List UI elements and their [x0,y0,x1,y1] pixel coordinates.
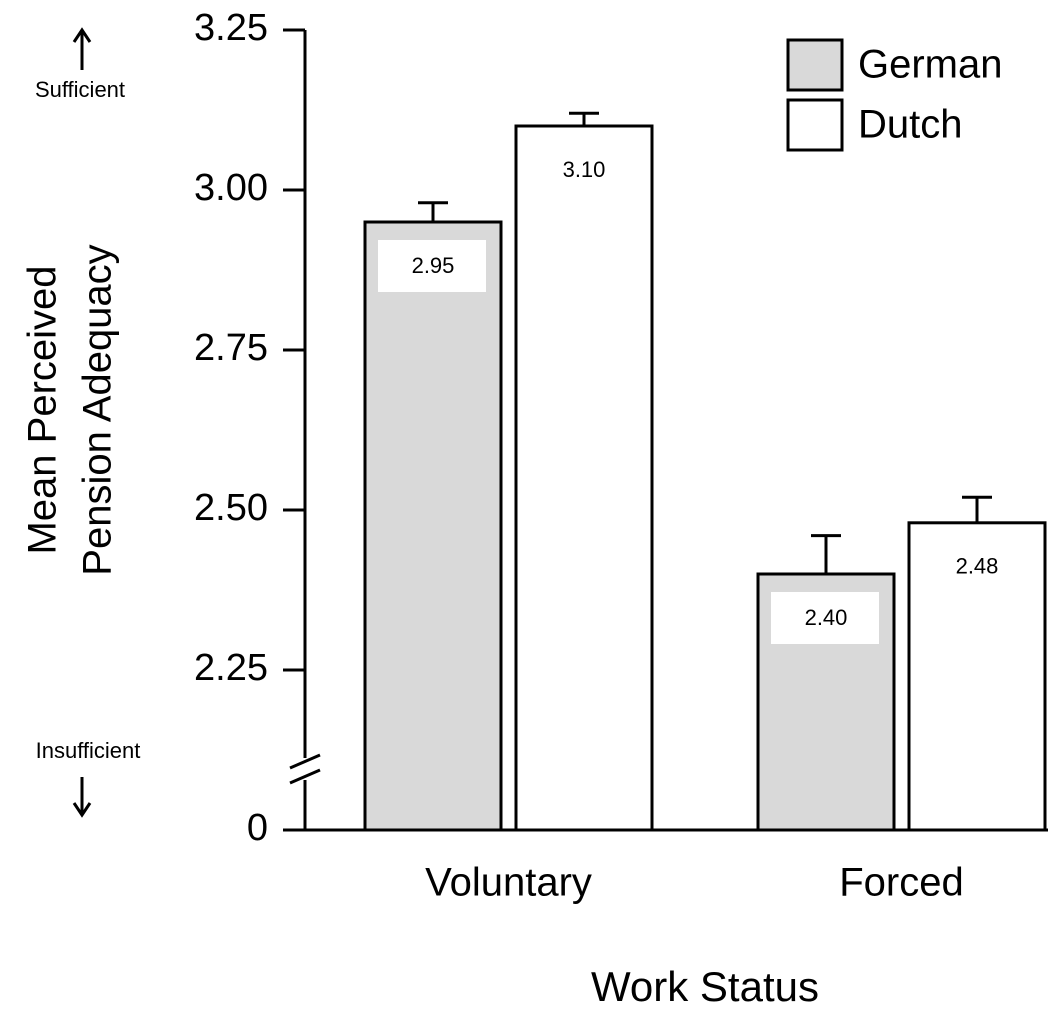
legend-label: Dutch [858,103,963,147]
y-axis-title: Pension Adequacy [76,244,120,575]
bar [363,220,503,832]
annotation: Sufficient [35,77,125,102]
value-label-box [529,144,637,196]
error-bar [962,495,992,523]
value-label: 2.95 [412,253,455,278]
value-label: 2.48 [956,554,999,579]
x-axis-title: Work Status [591,963,819,1010]
legend-swatch [786,38,844,92]
y-tick-label: 0 [247,807,268,849]
error-bar [569,111,599,126]
error-bar [418,201,448,222]
bar [514,124,654,832]
value-label-box [771,592,879,644]
value-label: 2.40 [805,605,848,630]
legend-label: German [858,43,1003,87]
value-label: 3.10 [563,157,606,182]
value-label-box [378,240,486,292]
y-tick-label: 2.25 [194,647,268,689]
annotation: Insufficient [36,738,141,763]
x-tick-label: Voluntary [425,861,592,905]
y-tick-label: 2.75 [194,327,268,369]
legend-swatch [786,98,844,152]
y-tick-label: 3.25 [194,7,268,49]
y-axis-title: Mean Perceived [21,265,65,554]
value-label-box [922,540,1030,593]
x-tick-label: Forced [839,861,964,905]
y-tick-label: 3.00 [194,167,268,209]
y-tick-label: 2.50 [194,487,268,529]
error-bar [811,534,841,574]
arrows [72,27,92,818]
